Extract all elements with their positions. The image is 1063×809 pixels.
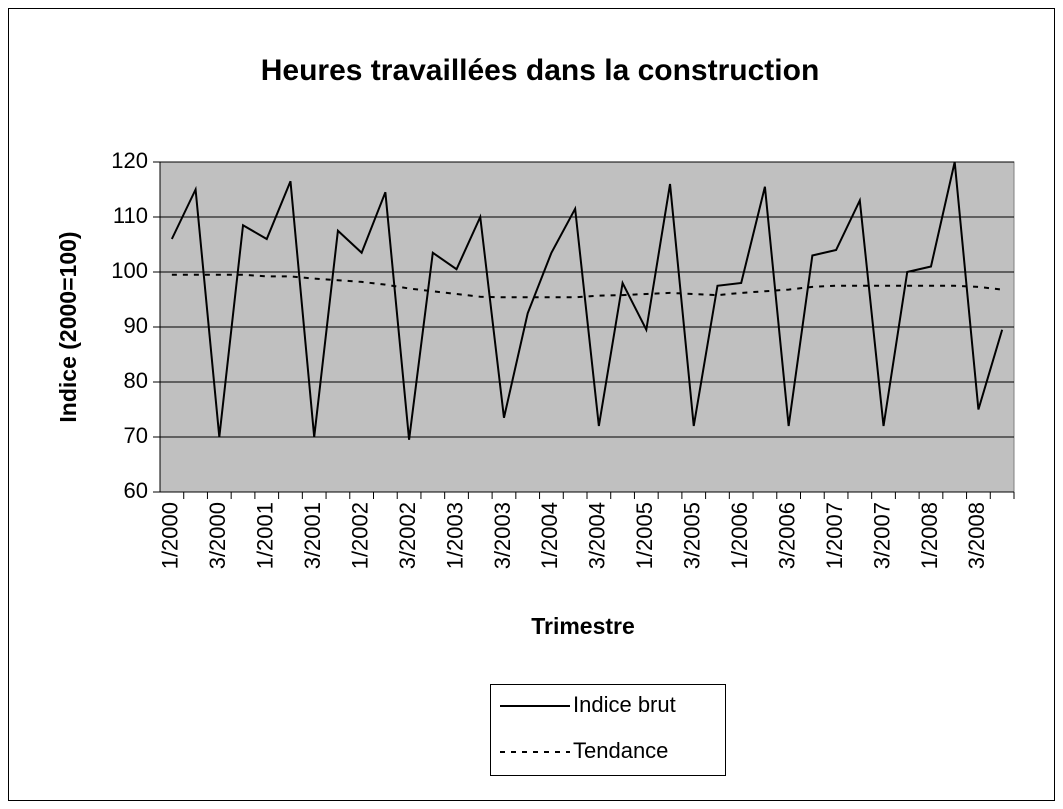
x-tick-label: 3/2007 [869, 502, 894, 569]
y-tick-label: 100 [111, 258, 148, 283]
x-tick-label: 3/2000 [205, 502, 230, 569]
x-tick-label: 1/2004 [537, 502, 562, 569]
y-tick-label: 60 [124, 478, 148, 503]
y-axis-title: Indice (2000=100) [55, 231, 81, 422]
y-tick-label: 70 [124, 423, 148, 448]
x-tick-label: 1/2000 [158, 502, 183, 569]
x-tick-label: 1/2001 [253, 502, 278, 569]
x-tick-label: 3/2003 [490, 502, 515, 569]
y-tick-label: 120 [111, 148, 148, 173]
legend [490, 684, 726, 776]
x-tick-label: 3/2001 [300, 502, 325, 569]
y-tick-label: 90 [124, 313, 148, 338]
y-tick-label: 80 [124, 368, 148, 393]
x-tick-label: 3/2005 [680, 502, 705, 569]
x-tick-label: 3/2006 [774, 502, 799, 569]
chart-title: Heures travaillées dans la construction [261, 54, 820, 87]
x-axis-title: Trimestre [531, 613, 635, 639]
x-tick-label: 3/2008 [964, 502, 989, 569]
x-tick-label: 1/2003 [442, 502, 467, 569]
series-line [171, 273, 1003, 299]
x-tick-label: 3/2004 [585, 502, 610, 569]
x-tick-label: 1/2006 [727, 502, 752, 569]
x-tick-label: 3/2002 [395, 502, 420, 569]
x-tick-label: 1/2007 [822, 502, 847, 569]
x-tick-label: 1/2008 [917, 502, 942, 569]
x-tick-label: 1/2005 [632, 502, 657, 569]
legend-label: Indice brut [573, 692, 676, 717]
y-tick-label: 110 [113, 203, 148, 228]
legend-label: Tendance [573, 738, 668, 763]
x-tick-label: 1/2002 [347, 502, 372, 569]
series-line [170, 161, 1004, 440]
